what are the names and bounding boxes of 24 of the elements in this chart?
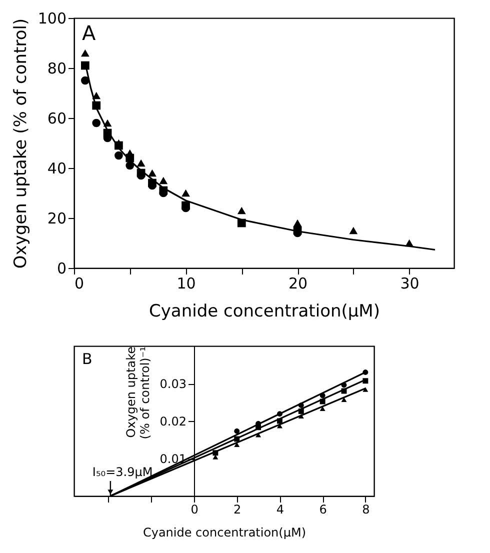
x-tick-label: 10	[176, 274, 196, 292]
y-tick-label: 0	[56, 260, 66, 278]
y-tick-label: 60	[47, 110, 66, 128]
y-tick-label: 40	[47, 160, 66, 178]
annotation: B	[82, 350, 92, 368]
x-tick-label: 4	[276, 502, 284, 516]
y-tick-label: 20	[47, 210, 66, 228]
y-tick-label: 0.03	[160, 377, 186, 391]
y-axis-title: Oxygen uptake (% of control)⁻¹	[124, 346, 152, 440]
x-axis-title: Cyanide concentration(μM)	[142, 526, 306, 540]
annotation: I₅₀=3.9μM	[92, 465, 153, 479]
y-tick-label: 80	[47, 60, 66, 78]
x-tick-label: 0	[74, 274, 84, 292]
x-axis-title: Cyanide concentration(μM)	[149, 302, 380, 322]
x-tick-label: 6	[319, 502, 327, 516]
x-tick-label: 8	[362, 502, 370, 516]
x-tick-label: 0	[190, 502, 198, 516]
x-tick-label: 30	[400, 274, 420, 292]
x-tick-label: 20	[288, 274, 308, 292]
y-tick-label: 0.02	[160, 414, 186, 428]
annotation: A	[82, 21, 96, 45]
y-tick-label: 100	[38, 10, 66, 28]
y-axis-title: Oxygen uptake (% of control)	[10, 18, 31, 269]
x-tick-label: 2	[234, 502, 242, 516]
